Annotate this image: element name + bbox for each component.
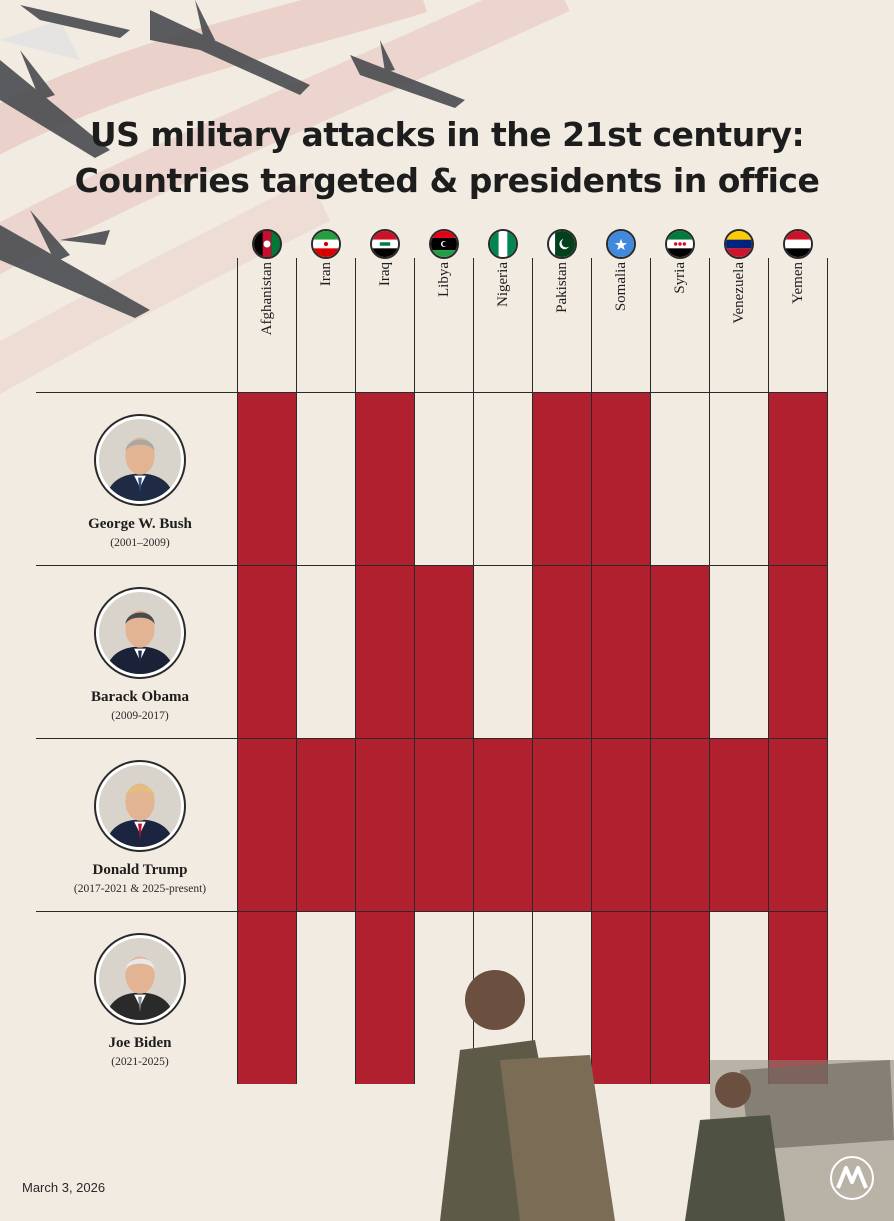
president-term: (2021-2025) (111, 1056, 169, 1068)
title-line-1: US military attacks in the 21st century: (89, 115, 805, 154)
attack-cell-donald-trump-nigeria (473, 738, 532, 911)
country-label-venezuela: Venezuela (731, 262, 747, 324)
flag-nigeria-icon (487, 229, 518, 259)
country-label-libya: Libya (436, 262, 452, 297)
country-label-iran: Iran (318, 262, 334, 287)
grid-horizontal-line (36, 392, 827, 393)
attack-cell-george-w-bush-iraq (355, 392, 414, 565)
president-name: Donald Trump (92, 862, 188, 878)
attack-cell-george-w-bush-somalia (591, 392, 650, 565)
attack-cell-joe-biden-afghanistan (237, 911, 296, 1084)
avatar (94, 414, 186, 506)
page-title: US military attacks in the 21st century:… (0, 112, 894, 204)
attack-cell-barack-obama-syria (650, 565, 709, 738)
grid-vertical-line (296, 258, 297, 1084)
attack-cell-donald-trump-venezuela (709, 738, 768, 911)
president-name: George W. Bush (88, 516, 192, 532)
aa-logo-icon (830, 1156, 874, 1200)
title-line-2: Countries targeted & presidents in offic… (74, 161, 820, 200)
country-label-afghanistan: Afghanistan (259, 262, 275, 336)
attack-cell-george-w-bush-afghanistan (237, 392, 296, 565)
flag-iraq-icon (369, 229, 400, 259)
flag-syria-icon (664, 229, 695, 259)
grid-horizontal-line (36, 565, 827, 566)
flag-libya-icon (428, 229, 459, 259)
attack-cell-barack-obama-pakistan (532, 565, 591, 738)
attack-cell-barack-obama-libya (414, 565, 473, 738)
president-name: Joe Biden (108, 1035, 172, 1051)
avatar (94, 587, 186, 679)
attack-cell-donald-trump-afghanistan (237, 738, 296, 911)
grid-vertical-line (414, 258, 415, 1084)
attack-cell-joe-biden-somalia (591, 911, 650, 1084)
president-term: (2001–2009) (110, 537, 170, 549)
publication-date: March 3, 2026 (22, 1180, 106, 1195)
grid-vertical-line (709, 258, 710, 1084)
grid-vertical-line (650, 258, 651, 1084)
president-george-w-bush: George W. Bush (2001–2009) (30, 414, 250, 549)
grid-vertical-line (591, 258, 592, 1084)
attack-cell-donald-trump-iraq (355, 738, 414, 911)
fighter-jets-decoration (0, 0, 465, 318)
attack-cell-barack-obama-iraq (355, 565, 414, 738)
country-label-yemen: Yemen (790, 262, 806, 304)
president-donald-trump: Donald Trump (2017-2021 & 2025-present) (30, 760, 250, 895)
attack-cell-barack-obama-afghanistan (237, 565, 296, 738)
president-term: (2017-2021 & 2025-present) (73, 883, 207, 895)
grid-vertical-line (768, 258, 769, 1084)
attack-cell-donald-trump-somalia (591, 738, 650, 911)
president-name: Barack Obama (91, 689, 189, 705)
attack-cell-donald-trump-yemen (768, 738, 827, 911)
flag-afghanistan-icon (251, 229, 282, 259)
grid-horizontal-line (36, 738, 827, 739)
country-label-nigeria: Nigeria (495, 262, 511, 307)
attack-cell-george-w-bush-pakistan (532, 392, 591, 565)
attack-cell-donald-trump-libya (414, 738, 473, 911)
attack-cell-donald-trump-iran (296, 738, 355, 911)
president-barack-obama: Barack Obama (2009-2017) (30, 587, 250, 722)
flag-pakistan-icon (546, 229, 577, 259)
country-label-somalia: Somalia (613, 262, 629, 312)
flag-venezuela-icon (723, 229, 754, 259)
grid-vertical-line (355, 258, 356, 1084)
avatar (94, 933, 186, 1025)
president-joe-biden: Joe Biden (2021-2025) (30, 933, 250, 1068)
soldiers-photo-decoration (440, 970, 894, 1221)
grid-vertical-line (237, 258, 238, 1084)
attack-cell-donald-trump-syria (650, 738, 709, 911)
country-label-syria: Syria (672, 262, 688, 294)
attack-cell-george-w-bush-yemen (768, 392, 827, 565)
grid-horizontal-line (36, 911, 827, 912)
flag-iran-icon (310, 229, 341, 259)
flag-yemen-icon (782, 229, 813, 259)
country-label-pakistan: Pakistan (554, 262, 570, 313)
grid-vertical-line (473, 258, 474, 1084)
flag-somalia-icon (605, 229, 636, 259)
president-term: (2009-2017) (111, 710, 169, 722)
attack-cell-joe-biden-syria (650, 911, 709, 1084)
attack-cell-joe-biden-yemen (768, 911, 827, 1084)
attack-cell-barack-obama-somalia (591, 565, 650, 738)
grid-vertical-line (827, 258, 828, 1084)
grid-vertical-line (532, 258, 533, 1084)
attack-cell-joe-biden-iraq (355, 911, 414, 1084)
attack-cell-donald-trump-pakistan (532, 738, 591, 911)
attack-cell-barack-obama-yemen (768, 565, 827, 738)
avatar (94, 760, 186, 852)
country-label-iraq: Iraq (377, 262, 393, 287)
